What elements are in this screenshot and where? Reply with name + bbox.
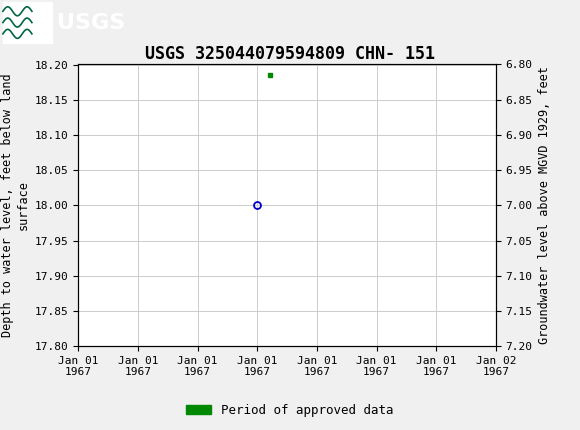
Y-axis label: Groundwater level above MGVD 1929, feet: Groundwater level above MGVD 1929, feet — [538, 66, 551, 344]
Bar — [3, 2, 52, 43]
Text: USGS 325044079594809 CHN- 151: USGS 325044079594809 CHN- 151 — [145, 45, 435, 63]
Y-axis label: Depth to water level, feet below land
surface: Depth to water level, feet below land su… — [1, 74, 29, 337]
Legend: Period of approved data: Period of approved data — [181, 399, 399, 421]
Text: USGS: USGS — [57, 12, 125, 33]
